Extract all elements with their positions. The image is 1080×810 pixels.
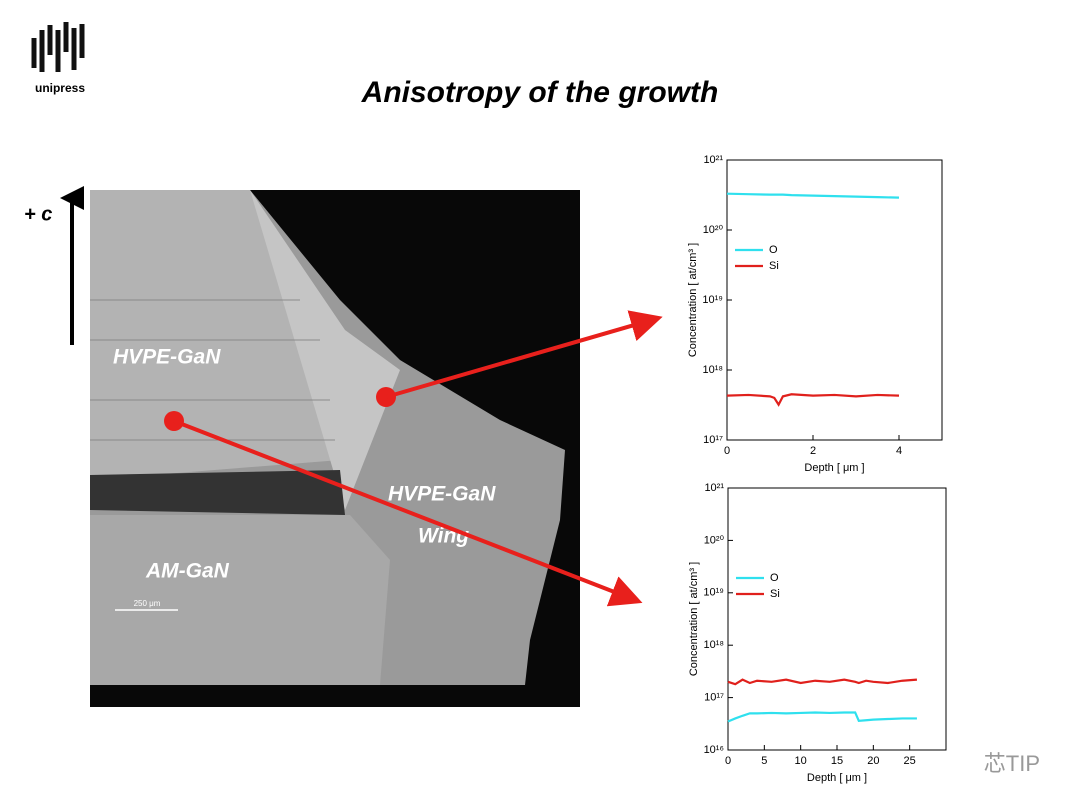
- series-line: [726, 192, 900, 199]
- x-tick-label: 25: [904, 755, 916, 767]
- scale-bar: 250 μm: [134, 599, 161, 608]
- y-tick-label: 10¹⁹: [702, 294, 723, 306]
- series-line: [727, 711, 917, 723]
- legend-label: Si: [769, 260, 779, 272]
- pointer-arrow: [173, 419, 643, 607]
- title: Anisotropy of the growth: [361, 76, 719, 109]
- y-tick-label: 10¹⁶: [704, 744, 724, 756]
- y-axis-label: Concentration [ at/cm³ ]: [687, 243, 699, 357]
- y-tick-label: 10²¹: [703, 154, 723, 166]
- plot-frame: [727, 487, 947, 751]
- c-axis-label: + c: [24, 203, 52, 225]
- region-label: Wing: [418, 525, 469, 548]
- micrograph: 250 μm HVPE-GaN HVPE-GaN Wing AM-GaN: [90, 190, 580, 707]
- region-label: HVPE-GaN: [388, 483, 496, 506]
- x-tick-label: 20: [867, 755, 879, 767]
- y-tick-label: 10¹⁷: [703, 434, 723, 446]
- logo-text: unipress: [35, 81, 85, 95]
- x-tick-label: 0: [725, 755, 731, 767]
- x-axis-label: Depth [ μm ]: [807, 772, 867, 784]
- series-line: [726, 393, 900, 407]
- y-tick-label: 10²⁰: [703, 224, 724, 236]
- chart: 10¹⁷ 10¹⁸ 10¹⁹ 10²⁰ 10²¹ 0 2 4 Depth [ μm ] Conce…: [687, 154, 943, 474]
- x-tick-label: 15: [831, 755, 843, 767]
- x-tick-label: 2: [810, 445, 816, 457]
- y-tick-label: 10²⁰: [704, 534, 725, 546]
- watermark: 芯TIP: [984, 751, 1040, 776]
- x-axis-label: Depth [ μm ]: [804, 462, 864, 474]
- series-line: [727, 678, 918, 686]
- y-tick-label: 10¹⁸: [703, 639, 724, 651]
- y-tick-label: 10¹⁷: [704, 692, 724, 704]
- y-tick-label: 10¹⁹: [703, 587, 724, 599]
- chart: 10¹⁶ 10¹⁷ 10¹⁸ 10¹⁹ 10²⁰ 10²¹ 0 5 10 15 20 25 Depth …: [688, 482, 947, 784]
- x-tick-label: 4: [896, 445, 902, 457]
- legend-label: O: [770, 572, 779, 584]
- x-tick-label: 0: [724, 445, 730, 457]
- y-axis-label: Concentration [ at/cm³ ]: [688, 562, 700, 676]
- logo: unipress: [31, 22, 85, 95]
- pointer-arrow: [385, 310, 663, 399]
- region-label: HVPE-GaN: [113, 346, 221, 369]
- legend-label: O: [769, 244, 778, 256]
- y-tick-label: 10¹⁸: [702, 364, 723, 376]
- region-label: AM-GaN: [145, 560, 230, 583]
- x-tick-label: 5: [761, 755, 767, 767]
- y-tick-label: 10²¹: [704, 482, 724, 494]
- legend-label: Si: [770, 588, 780, 600]
- x-tick-label: 10: [795, 755, 807, 767]
- plot-frame: [726, 159, 943, 441]
